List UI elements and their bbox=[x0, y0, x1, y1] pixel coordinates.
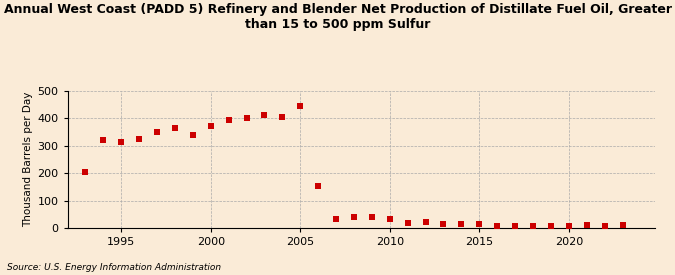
Point bbox=[438, 222, 449, 227]
Point bbox=[420, 220, 431, 224]
Point bbox=[599, 223, 610, 228]
Point bbox=[116, 140, 127, 145]
Point bbox=[80, 170, 91, 174]
Point bbox=[134, 137, 144, 141]
Point bbox=[223, 117, 234, 122]
Point bbox=[564, 224, 574, 228]
Text: Source: U.S. Energy Information Administration: Source: U.S. Energy Information Administ… bbox=[7, 263, 221, 272]
Point bbox=[313, 183, 323, 188]
Point bbox=[581, 223, 592, 227]
Point bbox=[169, 126, 180, 130]
Point bbox=[277, 115, 288, 119]
Point bbox=[259, 112, 270, 117]
Y-axis label: Thousand Barrels per Day: Thousand Barrels per Day bbox=[23, 92, 33, 227]
Point bbox=[474, 222, 485, 227]
Point bbox=[98, 138, 109, 142]
Point bbox=[367, 215, 377, 219]
Point bbox=[295, 104, 306, 108]
Point bbox=[331, 217, 342, 222]
Point bbox=[456, 222, 467, 226]
Point bbox=[617, 223, 628, 227]
Point bbox=[152, 130, 163, 134]
Text: Annual West Coast (PADD 5) Refinery and Blender Net Production of Distillate Fue: Annual West Coast (PADD 5) Refinery and … bbox=[3, 3, 672, 31]
Point bbox=[205, 124, 216, 129]
Point bbox=[188, 133, 198, 137]
Point bbox=[402, 221, 413, 225]
Point bbox=[510, 224, 520, 228]
Point bbox=[348, 215, 359, 219]
Point bbox=[528, 224, 539, 228]
Point bbox=[241, 116, 252, 120]
Point bbox=[545, 224, 556, 228]
Point bbox=[384, 217, 395, 221]
Point bbox=[492, 224, 503, 229]
